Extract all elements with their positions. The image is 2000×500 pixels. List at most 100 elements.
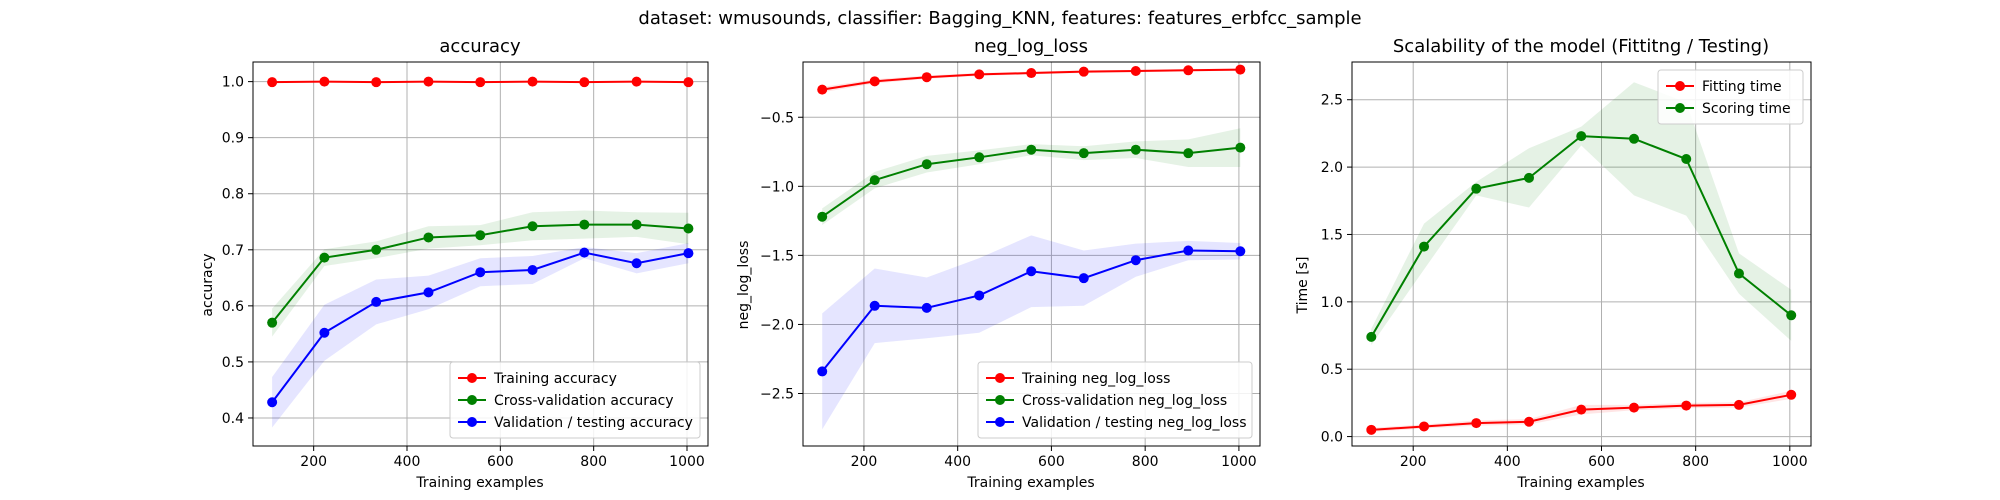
x-tick-label: 800 [580, 454, 607, 470]
subplot-title: Scalability of the model (Fittitng / Tes… [1393, 36, 1769, 57]
subplot-scalability: Scalability of the model (Fittitng / Tes… [1295, 36, 1812, 491]
data-point [974, 152, 985, 163]
y-tick-label: 0.6 [222, 299, 244, 315]
data-point [817, 366, 828, 377]
data-point [1733, 268, 1744, 279]
data-point [921, 72, 932, 83]
data-point [1524, 172, 1535, 183]
data-point [319, 327, 330, 338]
legend-label: Scoring time [1702, 101, 1791, 117]
data-point [1183, 245, 1194, 256]
data-point [371, 244, 382, 255]
data-point [1681, 154, 1692, 165]
axes-frame [252, 61, 709, 447]
x-tick-label: 600 [487, 454, 514, 470]
data-point [1026, 266, 1037, 277]
x-tick-label: 200 [851, 454, 878, 470]
x-tick-label: 800 [1132, 454, 1159, 470]
legend-marker [467, 373, 477, 383]
data-point [267, 317, 278, 328]
y-tick-label: −2.5 [760, 387, 794, 403]
x-axis-label: Training examples [1516, 475, 1644, 491]
data-point [869, 175, 880, 186]
x-tick-label: 400 [1494, 454, 1521, 470]
data-point [579, 247, 590, 258]
data-point [1681, 400, 1692, 411]
y-tick-label: 0.0 [1321, 430, 1343, 446]
legend-marker [995, 373, 1005, 383]
y-tick-label: 1.5 [1321, 227, 1343, 243]
data-point [1130, 255, 1141, 266]
y-tick-label: 2.5 [1321, 93, 1343, 109]
data-point [527, 221, 538, 232]
data-point [319, 76, 330, 87]
band-validation-testing-neg-log-loss [822, 235, 1241, 430]
x-axis-label: Training examples [966, 475, 1094, 491]
y-tick-label: 0.8 [222, 187, 244, 203]
data-point [527, 264, 538, 275]
legend-label: Training accuracy [493, 371, 617, 387]
y-tick-label: 0.9 [222, 131, 244, 147]
data-point [1576, 131, 1587, 142]
data-point [1183, 148, 1194, 159]
axes-frame [802, 61, 1261, 447]
band-validation-testing-accuracy [272, 243, 689, 428]
plot-area: 200 400 600 800 1000 0.4 0.5 0.6 0.7 0.8 0.9 1.0 Tra… [222, 61, 709, 470]
y-tick-label: 1.0 [1321, 295, 1343, 311]
y-tick-label: −1.0 [760, 179, 794, 195]
data-point [683, 223, 694, 234]
x-tick-label: 400 [394, 454, 421, 470]
subplot-accuracy: accuracy Training examples accuracy 200 4… [200, 36, 709, 491]
data-point [579, 77, 590, 88]
y-axis-label: Time [s] [1295, 257, 1311, 315]
data-point [423, 287, 434, 298]
y-tick-label: −2.0 [760, 317, 794, 333]
data-point [1078, 273, 1089, 284]
data-point [974, 69, 985, 80]
data-point [869, 300, 880, 311]
y-tick-label: 2.0 [1321, 160, 1343, 176]
data-point [1471, 183, 1482, 194]
band-scoring-time [1371, 82, 1792, 345]
data-point [1628, 133, 1639, 144]
legend-box [1657, 69, 1804, 125]
data-point [869, 76, 880, 87]
figure-suptitle: dataset: wmusounds, classifier: Bagging_… [638, 8, 1361, 29]
data-point [1786, 389, 1797, 400]
legend-label: Cross-validation neg_log_loss [1022, 393, 1227, 409]
x-tick-label: 600 [1588, 454, 1615, 470]
data-point [1235, 64, 1246, 75]
data-point [1733, 399, 1744, 410]
data-point [1786, 310, 1797, 321]
data-point [921, 302, 932, 313]
data-point [683, 77, 694, 88]
subplot-title: neg_log_loss [974, 36, 1088, 57]
data-point [423, 232, 434, 243]
data-point [1628, 402, 1639, 413]
data-point [267, 397, 278, 408]
x-axis-label: Training examples [415, 475, 543, 491]
axes-frame [1351, 61, 1812, 447]
data-point [974, 290, 985, 301]
data-point [1235, 246, 1246, 257]
legend-label: Validation / testing neg_log_loss [1022, 415, 1247, 431]
data-point [267, 77, 278, 88]
x-tick-label: 200 [1400, 454, 1427, 470]
data-point [579, 219, 590, 230]
x-tick-label: 400 [944, 454, 971, 470]
data-point [1235, 142, 1246, 153]
data-point [1078, 66, 1089, 77]
data-point [1130, 144, 1141, 155]
data-point [475, 267, 486, 278]
data-point [1026, 68, 1037, 79]
x-tick-label: 200 [300, 454, 327, 470]
plot-area: 200 400 600 800 1000 −2.5 −2.0 −1.5 −1.0 −0.5 Trai… [760, 61, 1261, 470]
data-point [1026, 144, 1037, 155]
y-tick-label: 0.5 [1321, 362, 1343, 378]
data-point [631, 76, 642, 87]
data-point [475, 230, 486, 241]
data-point [683, 248, 694, 259]
data-point [371, 77, 382, 88]
data-point [1471, 418, 1482, 429]
